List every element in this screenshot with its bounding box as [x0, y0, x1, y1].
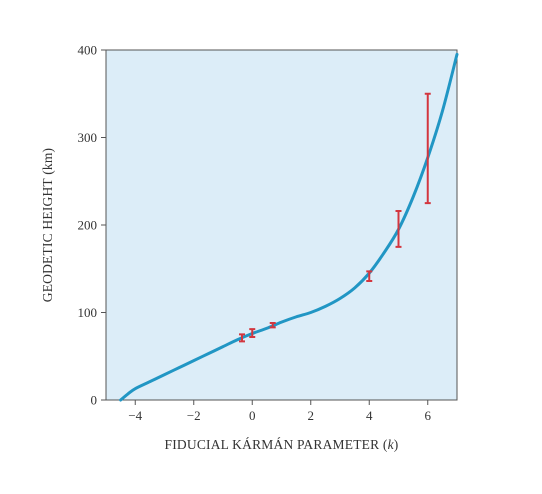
error-bar-2: [269, 322, 276, 329]
y-tick-label: 300: [78, 130, 98, 145]
error-bar-4: [395, 210, 402, 248]
y-tick-label: 200: [78, 218, 98, 233]
chart-marks: [119, 52, 459, 402]
x-tick-label: 6: [425, 408, 432, 423]
error-bar-3: [366, 270, 373, 282]
x-tick-label: −4: [128, 408, 142, 423]
y-tick-label: 100: [78, 305, 98, 320]
y-tick-label: 0: [91, 393, 98, 408]
x-tick-label: −2: [187, 408, 201, 423]
x-axis-title-variable: k: [388, 437, 395, 452]
x-tick-label: 0: [249, 408, 256, 423]
plot-area: [105, 49, 458, 401]
x-axis-title: FIDUCIAL KÁRMÁN PARAMETER (k): [165, 437, 399, 452]
x-axis-title-main: FIDUCIAL KÁRMÁN PARAMETER (: [165, 437, 388, 452]
chart-axes: −4 −2 0 2 4 6 0 100 200 300 400: [78, 43, 432, 424]
y-axis-title: GEODETIC HEIGHT (km): [40, 148, 55, 302]
y-tick-label: 400: [78, 43, 98, 58]
error-bar-0: [239, 333, 246, 343]
x-axis-title-close: ): [394, 437, 399, 452]
error-bar-5: [424, 92, 431, 205]
error-bar-1: [249, 328, 256, 338]
x-tick-label: 2: [308, 408, 315, 423]
x-tick-label: 4: [366, 408, 373, 423]
